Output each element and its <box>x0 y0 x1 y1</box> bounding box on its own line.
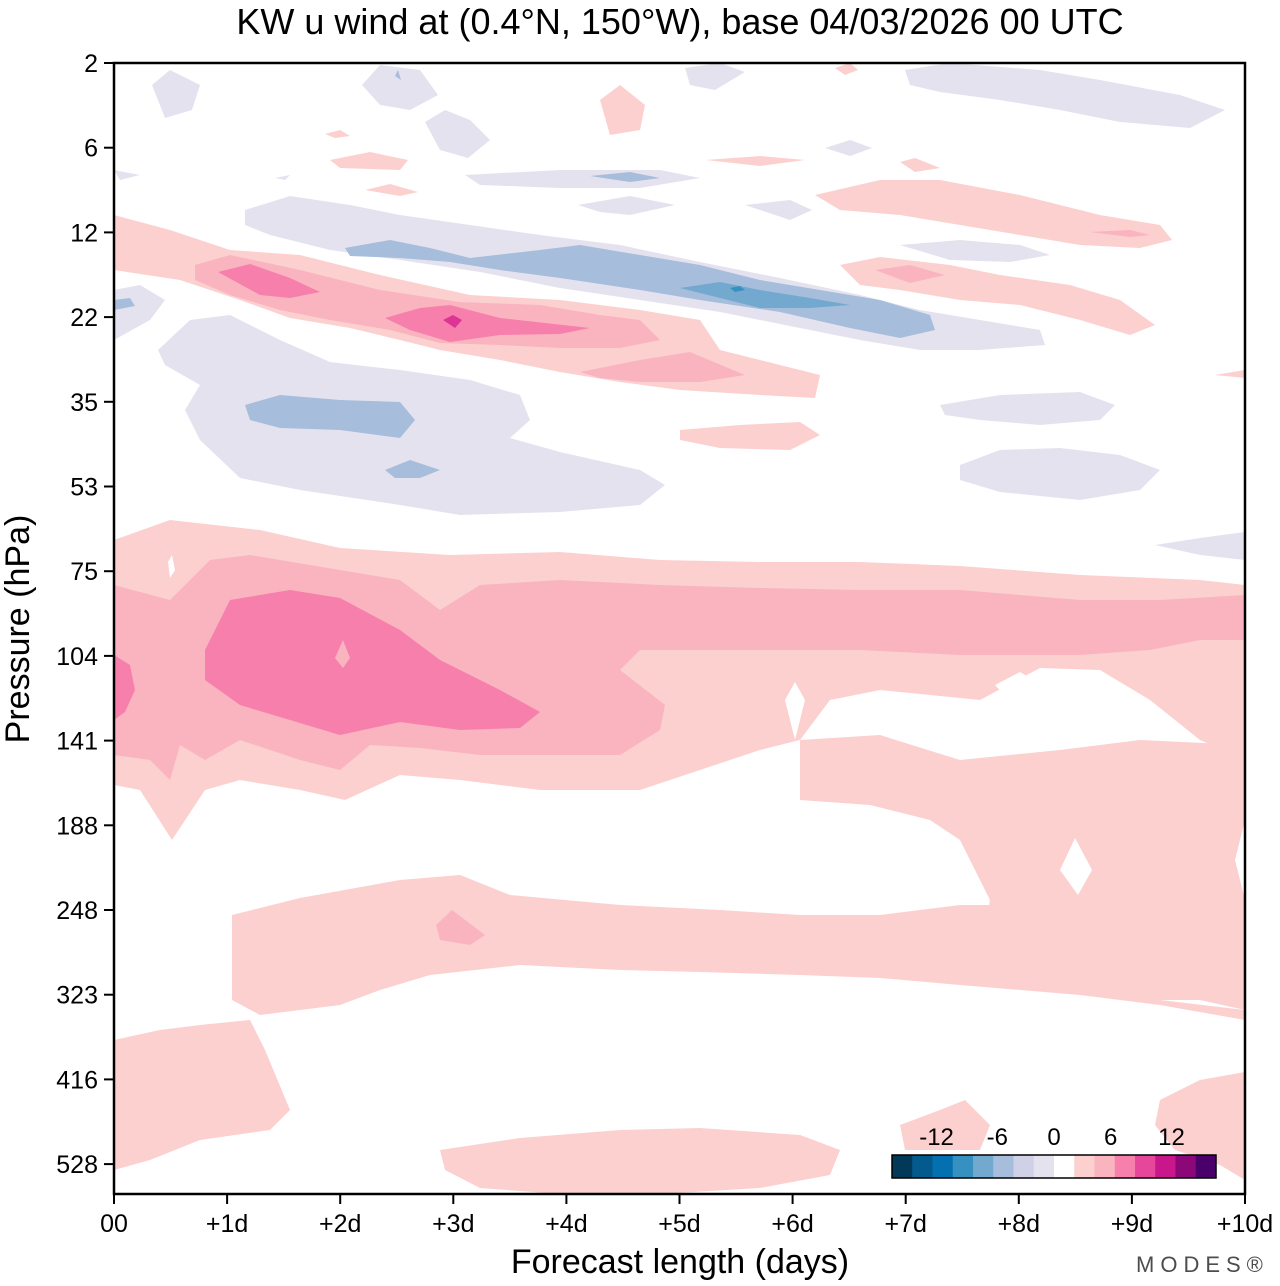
contour-hole-e <box>168 555 175 578</box>
colorbar-swatch <box>1114 1155 1136 1178</box>
y-tick-label: 528 <box>56 1151 98 1179</box>
contour-pos-4-mid-patch <box>436 910 485 945</box>
y-tick-label: 75 <box>70 558 98 586</box>
contour-pos-6-lower-jet-max <box>114 590 540 735</box>
y-tick-label: 104 <box>56 643 98 671</box>
colorbar-swatch <box>1094 1155 1116 1178</box>
colorbar-tick-label: -6 <box>987 1124 1008 1151</box>
colorbar-tick-label: -12 <box>919 1124 954 1151</box>
contour-pos-2-bottom-right-a <box>900 1100 990 1150</box>
y-tick-label: 2 <box>84 50 98 78</box>
colorbar-swatch <box>1074 1155 1095 1178</box>
colorbar-tick-label: 0 <box>1047 1124 1060 1151</box>
colorbar-swatch <box>892 1155 913 1178</box>
contour-hole-d <box>335 640 350 668</box>
contour-neg-4-upper-b <box>114 172 660 478</box>
contour-hole-c <box>785 682 805 740</box>
contour-neg-2-small-patches <box>114 63 1245 560</box>
contour-neg-4-upper-a <box>345 240 935 338</box>
y-tick-label: 22 <box>70 304 98 332</box>
contour-pos-2-upper-right-b <box>815 180 1172 248</box>
contour-neg-6-core <box>680 282 850 308</box>
contour-pos-2-bottom-left <box>114 1020 290 1170</box>
y-tick-label: 12 <box>70 219 98 247</box>
colorbar-swatch <box>932 1155 954 1178</box>
x-tick-label: +8d <box>998 1210 1040 1238</box>
colorbar-swatch <box>1054 1155 1075 1178</box>
contour-pos-2-bottom-right-b <box>1155 1072 1245 1180</box>
contour-field <box>114 63 1245 1194</box>
y-tick-label: 248 <box>56 897 98 925</box>
contour-pos-2-mid-band <box>232 875 1245 1020</box>
x-tick-label: +5d <box>658 1210 700 1238</box>
colorbar-swatch <box>993 1155 1014 1178</box>
modes-logo: MODES® <box>1136 1252 1269 1277</box>
x-tick-label: +9d <box>1111 1210 1153 1238</box>
contour-neg-4-tiny <box>395 70 401 80</box>
colorbar-tick-label: 6 <box>1104 1124 1117 1151</box>
contour-hole-b <box>1060 838 1092 895</box>
colorbar-swatch <box>1175 1155 1197 1178</box>
x-tick-label: +7d <box>884 1210 926 1238</box>
x-tick-label: +4d <box>545 1210 587 1238</box>
colorbar-tick-label: 12 <box>1158 1124 1185 1151</box>
x-axis-label: Forecast length (days) <box>510 1243 850 1281</box>
y-axis: 2 6 12 22 35 53 75 104 141 188 248 323 416 528 <box>56 50 114 1179</box>
colorbar-frame <box>891 1154 1217 1179</box>
contour-neg-8-core <box>730 286 745 292</box>
y-tick-label: 35 <box>70 389 98 417</box>
colorbar-swatch <box>912 1155 933 1178</box>
chart-title: KW u wind at (0.4°N, 150°W), base 04/03/… <box>236 1 1124 42</box>
contour-pos-4-upper-right-b <box>1090 230 1150 237</box>
colorbar-swatch <box>1195 1155 1217 1178</box>
colorbar-swatch <box>1155 1155 1176 1178</box>
colorbar-swatch <box>973 1155 994 1178</box>
contour-hole-a <box>995 672 1050 712</box>
x-tick-label: +1d <box>206 1210 248 1238</box>
colorbar: -12 -6 0 6 12 <box>891 1124 1217 1179</box>
colorbar-swatch <box>952 1155 974 1178</box>
contour-pos-2-bottom-center <box>440 1128 840 1194</box>
x-tick-label: +6d <box>771 1210 813 1238</box>
contour-pos-2-right-extension <box>800 735 1245 1010</box>
y-tick-label: 141 <box>56 728 98 756</box>
contour-pos-4-lower-jet <box>114 555 1245 780</box>
x-tick-label: +3d <box>432 1210 474 1238</box>
colorbar-swatch <box>1033 1155 1055 1178</box>
y-tick-label: 6 <box>84 135 98 163</box>
x-tick-label: 00 <box>100 1210 128 1238</box>
colorbar-swatch <box>1135 1155 1156 1178</box>
contour-pos-8-upper-max <box>443 315 462 328</box>
x-tick-label: +2d <box>319 1210 361 1238</box>
y-tick-label: 323 <box>56 982 98 1010</box>
colorbar-swatch <box>1013 1155 1035 1178</box>
y-tick-label: 188 <box>56 812 98 840</box>
x-tick-label: +10d <box>1217 1210 1273 1238</box>
x-axis: 00 +1d +2d +3d +4d +5d +6d +7d +8d +9d +10d <box>100 1194 1273 1238</box>
y-tick-label: 416 <box>56 1066 98 1094</box>
contour-pos-6-upper-band <box>218 264 590 342</box>
contour-neg-2-upper-b <box>158 315 665 515</box>
y-tick-label: 53 <box>70 474 98 502</box>
contour-pos-4-upper-right-a <box>875 265 945 283</box>
